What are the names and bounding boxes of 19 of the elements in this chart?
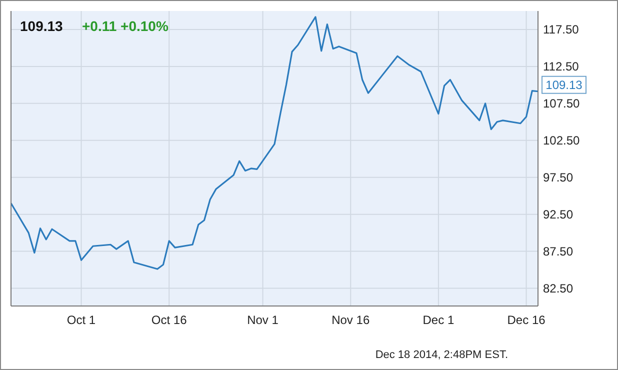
y-tick-label: 117.50	[543, 22, 580, 37]
x-tick-label: Nov 1	[247, 313, 279, 327]
x-tick-label: Dec 1	[422, 313, 454, 327]
text: +0.11 +0.10%	[82, 18, 169, 34]
x-tick-label: Dec 16	[507, 313, 546, 327]
y-tick-label: 92.50	[543, 208, 574, 222]
text: Dec 18 2014, 2:48PM EST.	[375, 349, 508, 361]
x-tick-label: Oct 1	[66, 313, 96, 327]
y-tick-label: 82.50	[543, 281, 574, 296]
line-series	[10, 16, 539, 270]
y-tick-label: 97.50	[543, 170, 574, 185]
x-tick-label: Oct 16	[151, 313, 188, 327]
y-tick-label: 112.50	[543, 60, 580, 74]
y-tick-label: 107.50	[543, 96, 580, 111]
annotation: 109.13	[546, 78, 583, 92]
x-tick-label: Nov 16	[332, 313, 370, 327]
text: 109.13	[20, 18, 64, 34]
y-tick-label: 87.50	[543, 244, 574, 258]
y-tick-label: 102.50	[543, 134, 580, 148]
